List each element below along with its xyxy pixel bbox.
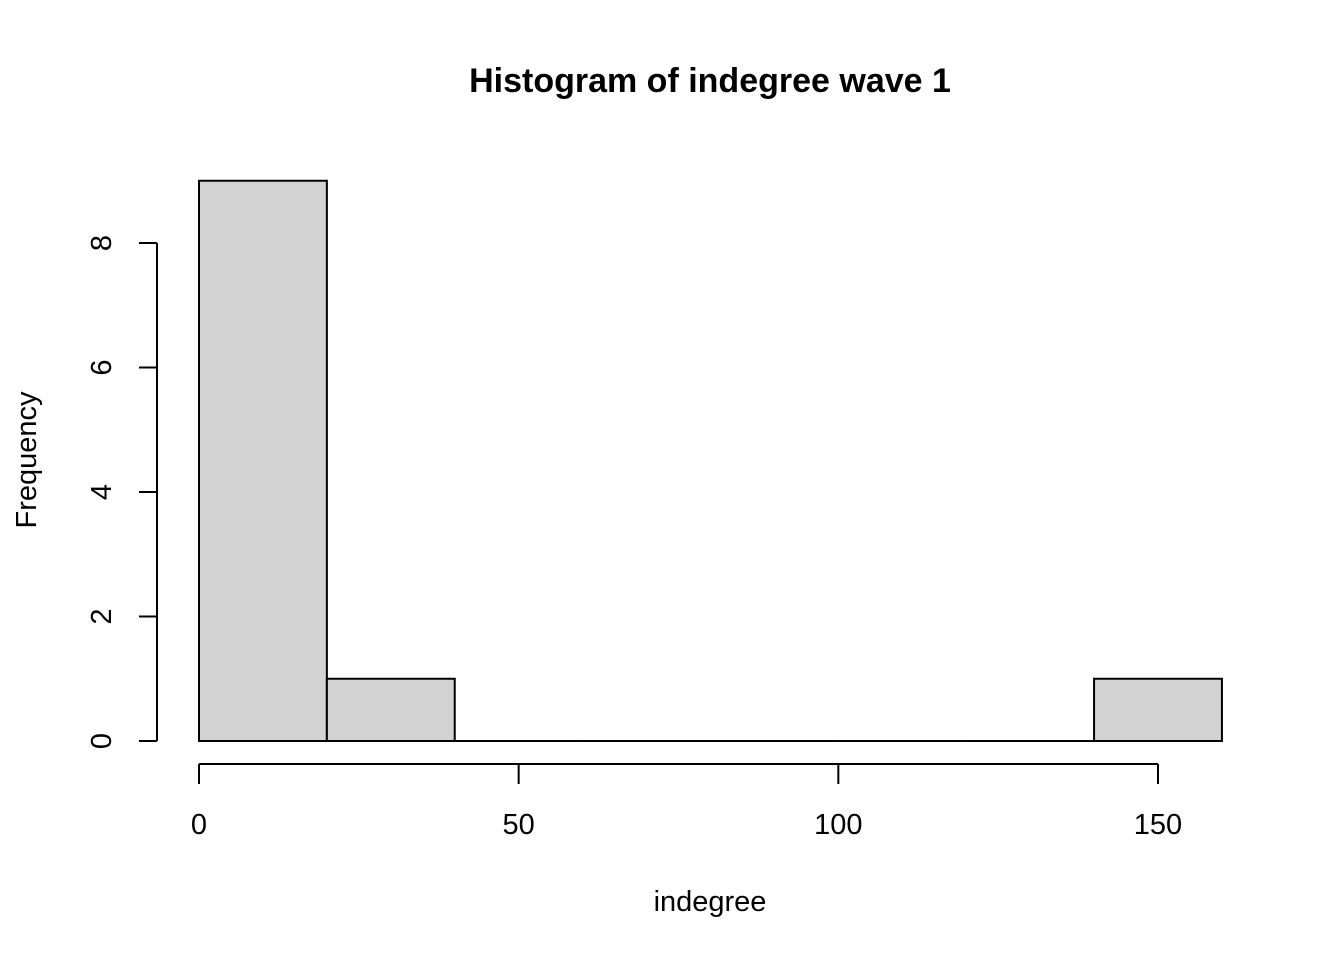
x-tick-label: 0 [191,809,207,841]
x-tick-label: 150 [1134,809,1182,841]
x-tick-label: 100 [814,809,862,841]
y-tick-label: 2 [86,608,118,624]
y-tick-label: 8 [86,235,118,251]
histogram-bar-0 [198,179,328,742]
y-tick-label: 6 [86,359,118,375]
x-axis-label: indegree [654,886,767,918]
histogram-bar-7 [1093,677,1223,742]
y-tick-label: 0 [86,733,118,749]
y-axis-label: Frequency [11,391,43,529]
x-axis: 0 50 100 150 [191,763,1182,841]
y-tick-label: 4 [86,484,118,500]
bars-group [198,179,1223,742]
chart-title: Histogram of indegree wave 1 [469,62,951,100]
histogram-bar-1 [325,677,456,742]
y-axis: 0 2 4 6 8 [86,235,158,749]
x-tick-label: 50 [503,809,535,841]
